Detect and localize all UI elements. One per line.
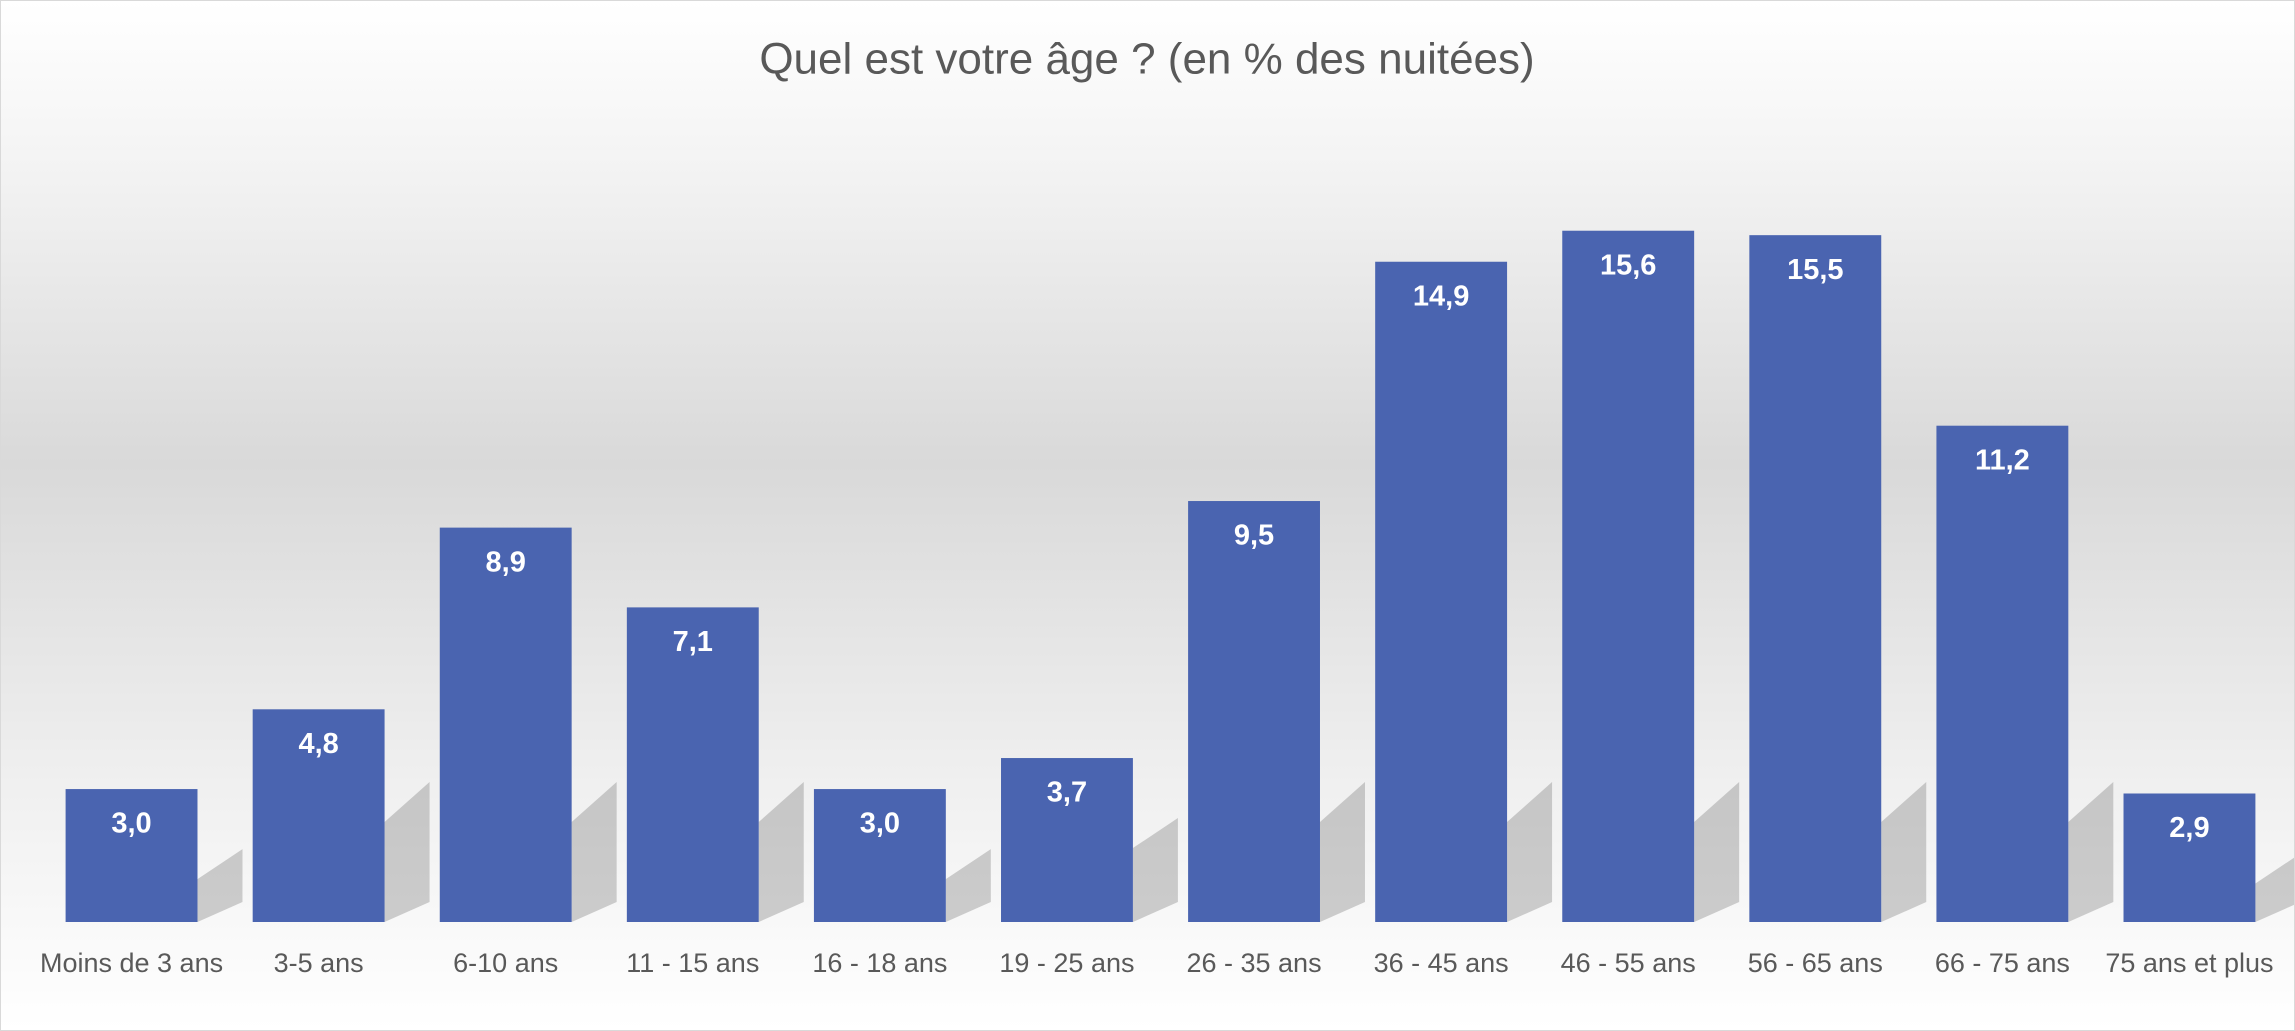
- x-tick-label: 75 ans et plus: [2105, 948, 2274, 978]
- data-label: 3,0: [111, 808, 151, 840]
- chart-title: Quel est votre âge ? (en % des nuitées): [759, 35, 1534, 84]
- bar: [2123, 793, 2256, 922]
- bar: [1749, 235, 1882, 922]
- bar-shadow: [1694, 782, 1740, 922]
- bar: [439, 527, 572, 922]
- x-tick-label: 26 - 35 ans: [1186, 948, 1322, 978]
- bar-shadow: [1319, 782, 1365, 922]
- data-label: 7,1: [673, 626, 713, 658]
- bar-shadow: [571, 782, 617, 922]
- x-tick-label: 6-10 ans: [453, 948, 559, 978]
- bar-shadow: [2255, 857, 2294, 922]
- x-tick-label: 36 - 45 ans: [1373, 948, 1509, 978]
- bar: [252, 709, 385, 922]
- bar: [813, 789, 946, 922]
- bar-shadow: [1507, 782, 1553, 922]
- bar: [1001, 758, 1133, 922]
- bar-shadow: [758, 782, 804, 922]
- data-label: 3,0: [860, 808, 900, 840]
- x-tick-label: 46 - 55 ans: [1560, 948, 1696, 978]
- data-label: 15,6: [1600, 249, 1656, 281]
- bar-shadow: [2068, 782, 2114, 922]
- x-tick-label: Moins de 3 ans: [39, 948, 224, 978]
- data-label: 8,9: [486, 546, 526, 578]
- data-label: 3,7: [1047, 777, 1087, 809]
- bar-shadow: [1132, 818, 1178, 922]
- x-tick-label: 56 - 65 ans: [1747, 948, 1883, 978]
- bar: [1375, 261, 1508, 922]
- data-label: 2,9: [2169, 812, 2209, 844]
- bar: [626, 607, 759, 922]
- bar: [1188, 501, 1320, 922]
- data-label: 9,5: [1234, 520, 1274, 552]
- x-tick-label: 19 - 25 ans: [999, 948, 1135, 978]
- data-label: 15,5: [1787, 254, 1843, 286]
- bar: [1936, 425, 2069, 922]
- bar: [1562, 230, 1695, 923]
- data-label: 14,9: [1413, 280, 1469, 312]
- data-label: 11,2: [1975, 444, 2030, 476]
- bar-shadow: [1881, 782, 1927, 922]
- x-tick-label: 16 - 18 ans: [812, 948, 948, 978]
- data-label: 4,8: [298, 728, 338, 760]
- bar-shadow: [197, 849, 243, 922]
- bar-shadow: [945, 849, 991, 922]
- x-tick-label: 3-5 ans: [273, 948, 364, 978]
- bar: [65, 789, 198, 922]
- x-tick-label: 66 - 75 ans: [1934, 948, 2070, 978]
- bar-shadow: [384, 782, 430, 922]
- x-tick-label: 11 - 15 ans: [626, 948, 760, 978]
